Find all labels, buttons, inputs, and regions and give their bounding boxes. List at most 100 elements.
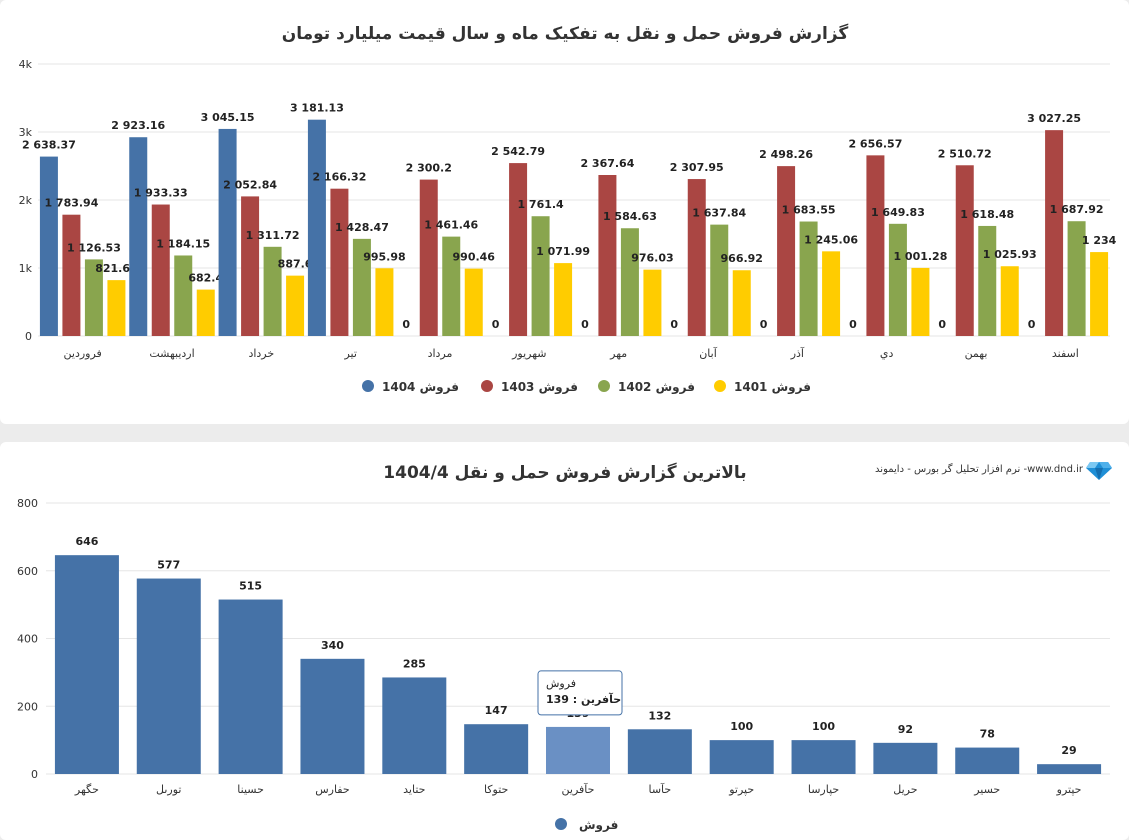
legend-item[interactable]: فروش 1403	[481, 380, 578, 395]
data-label: 577	[157, 559, 180, 572]
bar[interactable]	[174, 255, 193, 336]
bar[interactable]	[866, 155, 885, 336]
bar[interactable]	[1045, 130, 1064, 336]
legend-label: فروش 1403	[501, 380, 578, 395]
y-tick-label: 400	[17, 633, 38, 646]
bar[interactable]	[554, 263, 573, 336]
bar[interactable]	[955, 747, 1020, 774]
bar[interactable]	[509, 163, 528, 336]
legend-marker	[555, 818, 567, 830]
x-tick-label: ارديبهشت	[149, 347, 194, 360]
bar[interactable]	[955, 165, 974, 336]
legend-item[interactable]: فروش 1401	[714, 380, 811, 395]
bar[interactable]	[1090, 252, 1109, 336]
y-tick-label: 800	[17, 497, 38, 510]
bar[interactable]	[419, 179, 438, 336]
bar[interactable]	[84, 259, 103, 336]
bar[interactable]	[218, 128, 237, 336]
data-label: 1 184.15	[156, 237, 210, 250]
legend-item[interactable]: فروش	[555, 818, 618, 833]
y-tick-label: 2k	[19, 194, 33, 207]
data-label: 2 367.64	[580, 157, 634, 170]
top-sales-chart-panel: بالاترین گزارش فروش حمل و نقل 1404/4 نرم…	[0, 442, 1129, 840]
bar[interactable]	[300, 658, 365, 774]
data-label: 1 637.84	[692, 207, 746, 220]
chart-title: گزارش فروش حمل و نقل به تفکیک ماه و سال …	[282, 23, 849, 44]
data-label: 995.98	[363, 250, 405, 263]
data-label: 2 656.57	[848, 137, 902, 150]
legend-marker	[598, 380, 610, 392]
bar[interactable]	[241, 196, 260, 336]
bar[interactable]	[129, 137, 148, 336]
bar[interactable]	[710, 224, 729, 336]
bar[interactable]	[151, 204, 170, 336]
bar[interactable]	[307, 119, 326, 336]
data-label: 2 498.26	[759, 148, 813, 161]
data-label: 2 542.79	[491, 145, 545, 158]
x-tick-label: تورىل	[156, 783, 181, 796]
bar[interactable]	[1000, 266, 1019, 336]
bar[interactable]	[62, 214, 81, 336]
x-tick-label: حآفرين	[562, 782, 595, 796]
data-label: 1 025.93	[983, 248, 1037, 261]
bar[interactable]	[1037, 764, 1102, 774]
x-tick-label: حآسا	[648, 782, 671, 796]
x-tick-label: خرداد	[248, 347, 274, 360]
bar[interactable]	[546, 726, 610, 774]
legend-item[interactable]: فروش 1404	[362, 380, 459, 395]
bar[interactable]	[620, 228, 639, 336]
x-tick-label: حپترو	[1056, 783, 1082, 796]
bar[interactable]	[1067, 221, 1086, 336]
bar[interactable]	[643, 269, 662, 336]
bar[interactable]	[196, 289, 215, 336]
bar[interactable]	[598, 175, 617, 336]
bar[interactable]	[687, 179, 706, 336]
bar[interactable]	[873, 742, 938, 774]
bar[interactable]	[330, 188, 349, 336]
bar[interactable]	[375, 268, 394, 336]
bar[interactable]	[218, 599, 283, 774]
bar[interactable]	[54, 555, 119, 774]
legend-item[interactable]: فروش 1402	[598, 380, 695, 395]
data-label: 132	[648, 709, 671, 722]
bar[interactable]	[732, 270, 751, 336]
legend-marker	[362, 380, 374, 392]
data-label: 1 428.47	[335, 221, 389, 234]
bar[interactable]	[709, 740, 774, 774]
data-label: 1 683.55	[782, 204, 836, 217]
data-label: 1 234	[1082, 234, 1117, 247]
bar[interactable]	[464, 724, 529, 774]
bar[interactable]	[799, 221, 818, 336]
data-label: 78	[980, 728, 995, 741]
bar[interactable]	[136, 578, 201, 774]
legend-label: فروش	[579, 818, 618, 833]
data-label: 2 510.72	[938, 147, 992, 160]
bar[interactable]	[888, 223, 907, 336]
data-label: 976.03	[631, 252, 673, 265]
bar[interactable]	[822, 251, 841, 336]
data-label: 887.6	[278, 258, 313, 271]
bar[interactable]	[442, 236, 461, 336]
data-label: 0	[849, 318, 857, 331]
bar[interactable]	[791, 740, 856, 774]
bar[interactable]	[627, 729, 692, 774]
credit-text: نرم افزار تحلیل گر بورس - دایموند -www.d…	[875, 463, 1084, 475]
bar[interactable]	[911, 267, 930, 336]
bar[interactable]	[978, 225, 997, 336]
y-tick-label: 0	[31, 768, 38, 781]
data-label: 515	[239, 580, 262, 593]
x-tick-label: فروردين	[64, 347, 102, 360]
top-sales-chart: بالاترین گزارش فروش حمل و نقل 1404/4 نرم…	[17, 462, 1112, 833]
bar[interactable]	[352, 238, 371, 336]
data-label: 0	[581, 318, 589, 331]
bar[interactable]	[382, 677, 447, 774]
bar[interactable]	[39, 156, 58, 336]
bar[interactable]	[464, 268, 483, 336]
tooltip-box	[537, 670, 623, 716]
bar[interactable]	[107, 280, 126, 336]
bar[interactable]	[777, 166, 796, 336]
bar[interactable]	[263, 246, 282, 336]
bar[interactable]	[286, 275, 305, 336]
x-tick-label: حپارسا	[808, 783, 839, 796]
bar[interactable]	[531, 216, 550, 336]
